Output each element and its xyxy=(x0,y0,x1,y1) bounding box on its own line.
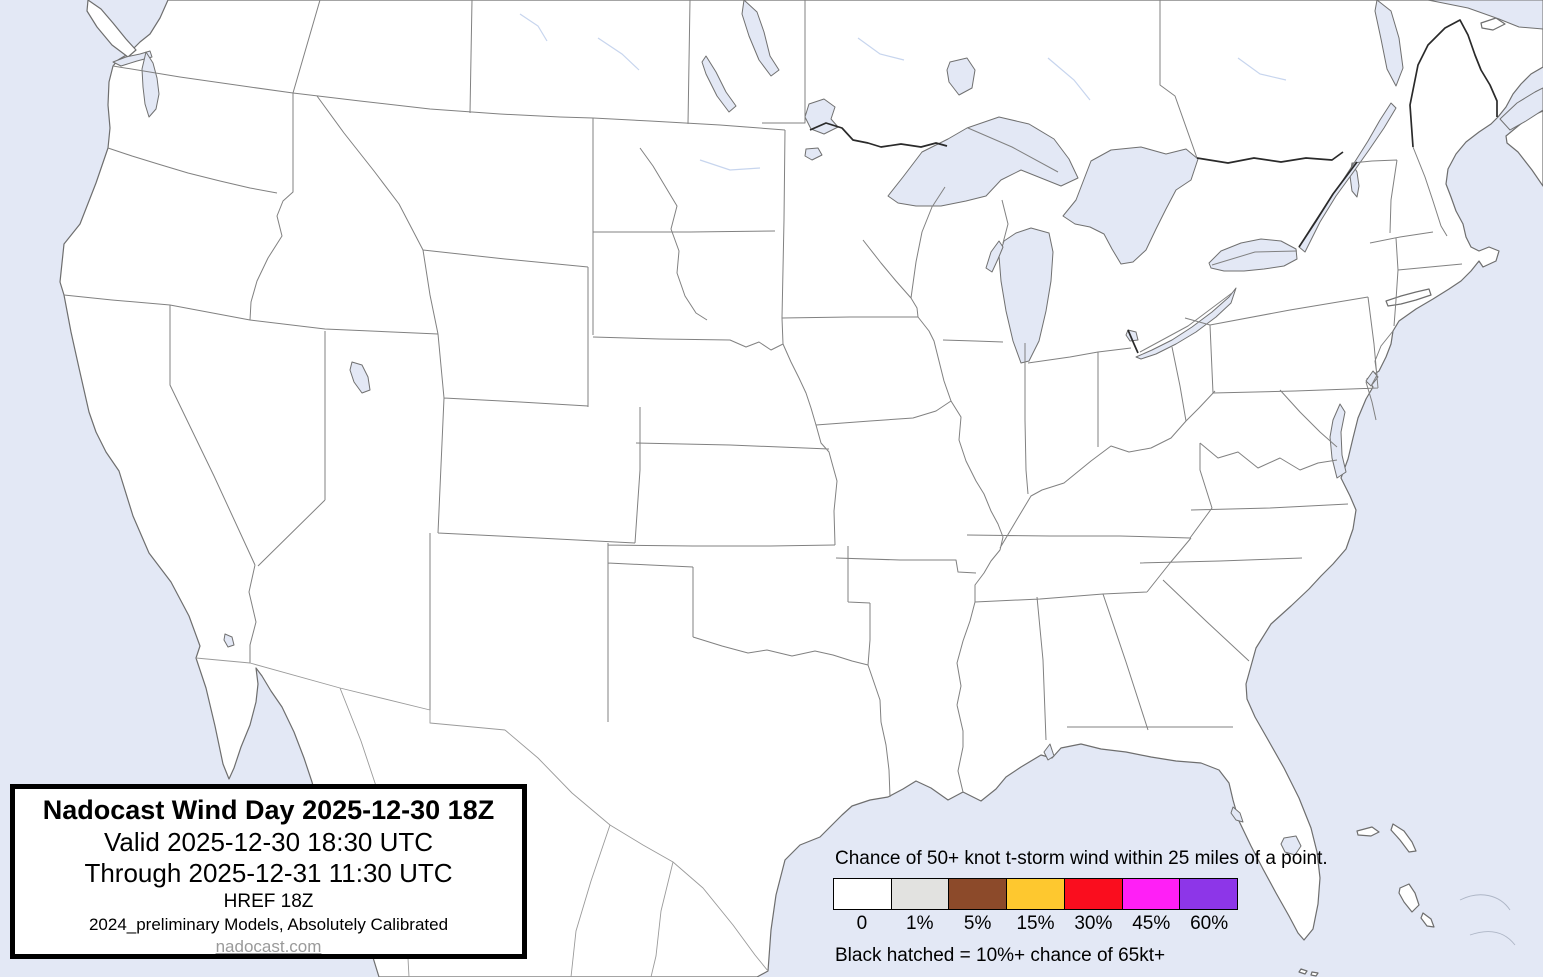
river-squiggle xyxy=(1237,57,1287,81)
legend-labels: 0 1% 5% 15% 30% 45% 60% xyxy=(833,913,1238,935)
lake-huron xyxy=(1062,146,1199,265)
strait-juan-de-fuca xyxy=(112,50,153,67)
green-bay xyxy=(985,240,1004,273)
legend: Chance of 50+ knot t-storm wind within 2… xyxy=(833,848,1328,967)
st-lawrence-estuary xyxy=(1374,0,1404,87)
maine-canada-border xyxy=(1409,19,1498,148)
river-squiggle xyxy=(519,13,548,42)
landmass-layer xyxy=(59,0,1543,977)
legend-swatch xyxy=(1179,878,1239,910)
ottawa-river-border xyxy=(1196,151,1344,164)
state-borders-south-east xyxy=(974,146,1463,741)
legend-swatch-label: 1% xyxy=(906,913,934,934)
lake-superior xyxy=(887,116,1079,207)
bahamas-andros xyxy=(1398,883,1420,913)
lake-winnipeg xyxy=(741,0,780,77)
bahama-banks xyxy=(1459,894,1516,946)
legend-swatch-label: 15% xyxy=(1016,913,1055,934)
legend-swatch-label: 60% xyxy=(1190,913,1229,934)
salton-sea xyxy=(223,633,235,648)
state-borders-midwest xyxy=(862,186,1216,793)
lake-erie xyxy=(1135,287,1237,360)
legend-swatch xyxy=(1006,878,1065,910)
rivers-layer xyxy=(519,13,1287,171)
lake-michigan xyxy=(998,227,1054,364)
lake-manitoba xyxy=(701,55,737,113)
calibration-label: 2024_preliminary Models, Absolutely Cali… xyxy=(88,915,449,934)
legend-hatched-note: Black hatched = 10%+ chance of 65kt+ xyxy=(835,945,1166,966)
north-america-landmass xyxy=(59,0,1543,977)
legend-swatch xyxy=(1063,878,1123,910)
long-island xyxy=(1385,288,1432,307)
bahamas-eleuthera xyxy=(1420,912,1435,928)
state-borders-west xyxy=(63,93,891,798)
legend-swatch xyxy=(1121,878,1181,910)
legend-swatch-label: 45% xyxy=(1132,913,1171,934)
prince-edward-island xyxy=(1480,17,1506,31)
red-lakes xyxy=(804,147,823,161)
legend-title: Chance of 50+ knot t-storm wind within 2… xyxy=(835,848,1328,869)
legend-swatch xyxy=(833,878,892,910)
great-salt-lake xyxy=(349,361,371,394)
river-squiggle xyxy=(699,159,761,171)
detroit-river-border xyxy=(1127,329,1139,354)
river-squiggle xyxy=(597,37,640,71)
canada-border-and-provinces xyxy=(112,0,1298,353)
river-squiggle xyxy=(857,37,905,61)
gulf-of-st-lawrence xyxy=(1427,0,1543,30)
state-borders-layer xyxy=(63,0,1516,977)
rainy-river-border xyxy=(809,122,948,148)
legend-swatch-label: 30% xyxy=(1074,913,1113,934)
legend-swatch-label: 0 xyxy=(856,913,868,934)
tampa-bay xyxy=(1230,806,1244,823)
lake-nipigon xyxy=(946,57,976,96)
bahamas-grand-bahama xyxy=(1356,826,1380,837)
mobile-bay xyxy=(1043,743,1055,761)
water-bodies-layer xyxy=(112,0,1543,856)
valid-time: Valid 2025-12-30 18:30 UTC xyxy=(103,827,434,857)
state-borders-plains xyxy=(592,129,977,574)
chesapeake-bay xyxy=(1329,403,1347,479)
lake-ontario xyxy=(1208,238,1298,272)
florida-keys xyxy=(1298,968,1319,977)
delaware-bay xyxy=(1365,370,1379,387)
nadocast-link[interactable]: nadocast.com xyxy=(215,937,322,956)
river-squiggle xyxy=(1047,57,1091,101)
legend-colorbar xyxy=(833,878,1239,910)
vancouver-island xyxy=(86,0,137,58)
bahamas-abaco xyxy=(1390,823,1417,853)
legend-swatch-label: 5% xyxy=(963,913,992,934)
legend-swatch xyxy=(948,878,1008,910)
through-time: Through 2025-12-31 11:30 UTC xyxy=(84,858,453,888)
forecast-title: Nadocast Wind Day 2025-12-30 18Z xyxy=(42,795,495,825)
title-box: Nadocast Wind Day 2025-12-30 18Z Valid 2… xyxy=(10,784,527,959)
national-borders-layer xyxy=(809,19,1498,354)
model-label: HREF 18Z xyxy=(223,891,314,912)
legend-swatch xyxy=(890,878,950,910)
bay-of-fundy xyxy=(1499,87,1543,131)
lake-okeechobee xyxy=(1280,835,1302,856)
puget-sound xyxy=(141,51,160,118)
st-lawrence-border xyxy=(1298,161,1358,248)
